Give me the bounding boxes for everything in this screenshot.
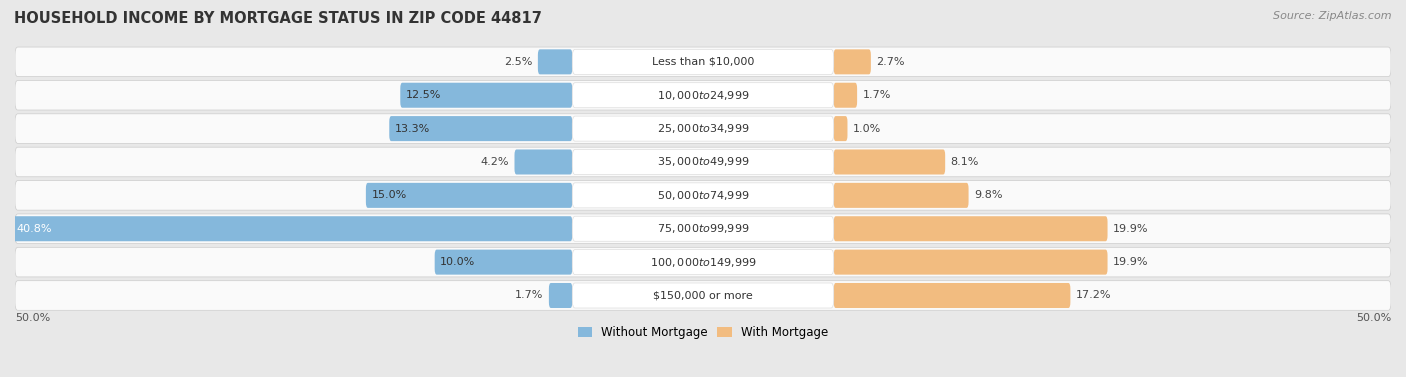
Text: $25,000 to $34,999: $25,000 to $34,999	[657, 122, 749, 135]
FancyBboxPatch shape	[515, 149, 572, 175]
Text: 13.3%: 13.3%	[395, 124, 430, 133]
Text: $35,000 to $49,999: $35,000 to $49,999	[657, 155, 749, 169]
FancyBboxPatch shape	[366, 183, 572, 208]
Text: HOUSEHOLD INCOME BY MORTGAGE STATUS IN ZIP CODE 44817: HOUSEHOLD INCOME BY MORTGAGE STATUS IN Z…	[14, 11, 541, 26]
FancyBboxPatch shape	[15, 114, 1391, 143]
Text: 1.7%: 1.7%	[515, 291, 543, 300]
Text: 15.0%: 15.0%	[371, 190, 406, 200]
FancyBboxPatch shape	[834, 49, 870, 74]
Text: 2.5%: 2.5%	[503, 57, 533, 67]
Text: Source: ZipAtlas.com: Source: ZipAtlas.com	[1274, 11, 1392, 21]
FancyBboxPatch shape	[572, 149, 834, 175]
FancyBboxPatch shape	[15, 147, 1391, 177]
Text: 2.7%: 2.7%	[876, 57, 905, 67]
Text: 4.2%: 4.2%	[481, 157, 509, 167]
Text: 1.0%: 1.0%	[853, 124, 882, 133]
FancyBboxPatch shape	[572, 183, 834, 208]
Text: 50.0%: 50.0%	[1355, 313, 1391, 323]
FancyBboxPatch shape	[834, 183, 969, 208]
FancyBboxPatch shape	[834, 250, 1108, 274]
FancyBboxPatch shape	[389, 116, 572, 141]
FancyBboxPatch shape	[15, 281, 1391, 310]
Text: $100,000 to $149,999: $100,000 to $149,999	[650, 256, 756, 269]
FancyBboxPatch shape	[834, 149, 945, 175]
FancyBboxPatch shape	[572, 216, 834, 241]
FancyBboxPatch shape	[15, 80, 1391, 110]
FancyBboxPatch shape	[572, 250, 834, 274]
FancyBboxPatch shape	[572, 49, 834, 74]
FancyBboxPatch shape	[434, 250, 572, 274]
FancyBboxPatch shape	[834, 216, 1108, 241]
FancyBboxPatch shape	[834, 283, 1070, 308]
Text: 40.8%: 40.8%	[17, 224, 52, 234]
Text: 50.0%: 50.0%	[15, 313, 51, 323]
Text: 9.8%: 9.8%	[974, 190, 1002, 200]
Text: $150,000 or more: $150,000 or more	[654, 291, 752, 300]
FancyBboxPatch shape	[834, 116, 848, 141]
Text: $75,000 to $99,999: $75,000 to $99,999	[657, 222, 749, 235]
FancyBboxPatch shape	[572, 116, 834, 141]
Text: 12.5%: 12.5%	[406, 90, 441, 100]
Text: 8.1%: 8.1%	[950, 157, 979, 167]
FancyBboxPatch shape	[548, 283, 572, 308]
Text: 17.2%: 17.2%	[1076, 291, 1111, 300]
FancyBboxPatch shape	[15, 214, 1391, 244]
Text: 19.9%: 19.9%	[1114, 224, 1149, 234]
FancyBboxPatch shape	[15, 181, 1391, 210]
FancyBboxPatch shape	[11, 216, 572, 241]
FancyBboxPatch shape	[401, 83, 572, 108]
Text: 19.9%: 19.9%	[1114, 257, 1149, 267]
FancyBboxPatch shape	[572, 83, 834, 108]
Text: 10.0%: 10.0%	[440, 257, 475, 267]
FancyBboxPatch shape	[572, 283, 834, 308]
FancyBboxPatch shape	[15, 47, 1391, 77]
Text: Less than $10,000: Less than $10,000	[652, 57, 754, 67]
Legend: Without Mortgage, With Mortgage: Without Mortgage, With Mortgage	[574, 321, 832, 344]
Text: $50,000 to $74,999: $50,000 to $74,999	[657, 189, 749, 202]
FancyBboxPatch shape	[15, 247, 1391, 277]
FancyBboxPatch shape	[538, 49, 572, 74]
Text: $10,000 to $24,999: $10,000 to $24,999	[657, 89, 749, 102]
FancyBboxPatch shape	[834, 83, 858, 108]
Text: 1.7%: 1.7%	[863, 90, 891, 100]
